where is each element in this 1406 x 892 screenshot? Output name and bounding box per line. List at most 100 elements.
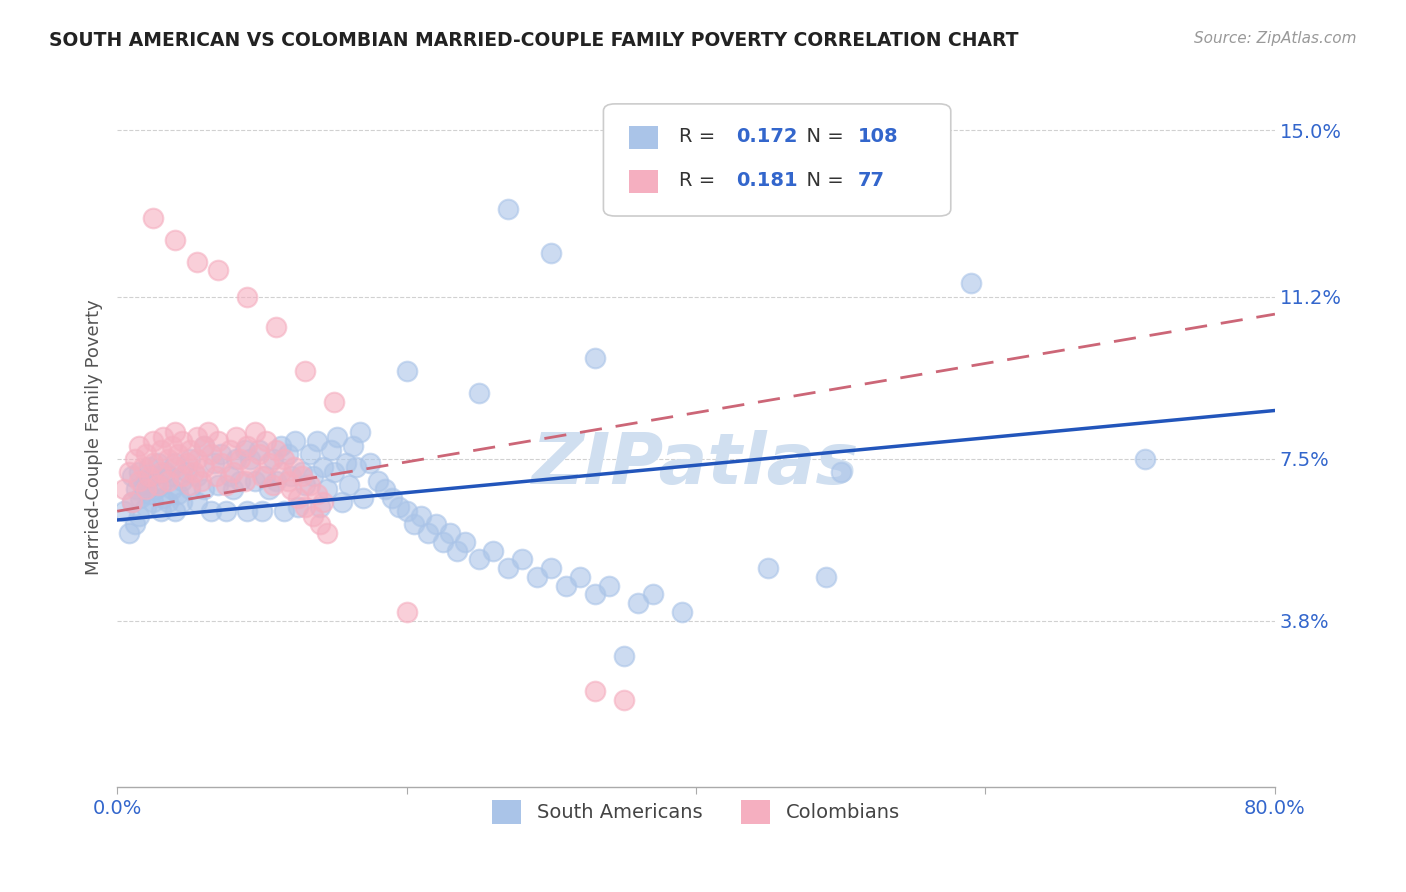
- Point: [128, 465, 150, 479]
- Text: 0.181: 0.181: [737, 171, 799, 191]
- Point: [138, 469, 160, 483]
- Point: [277, 447, 299, 461]
- Point: [342, 438, 364, 452]
- Point: [179, 483, 201, 497]
- Point: [287, 500, 309, 514]
- Point: [270, 438, 292, 452]
- Point: [598, 579, 620, 593]
- Point: [222, 465, 245, 479]
- Point: [641, 587, 664, 601]
- Point: [316, 483, 339, 497]
- Point: [149, 478, 172, 492]
- Point: [118, 465, 141, 479]
- Point: [270, 465, 292, 479]
- Point: [135, 500, 157, 514]
- Point: [284, 434, 307, 449]
- Point: [225, 430, 247, 444]
- Point: [301, 469, 323, 483]
- Point: [229, 451, 252, 466]
- Point: [179, 442, 201, 457]
- Point: [298, 447, 321, 461]
- Point: [266, 442, 288, 457]
- Point: [257, 456, 280, 470]
- Point: [758, 561, 780, 575]
- FancyBboxPatch shape: [628, 170, 658, 193]
- Point: [482, 543, 505, 558]
- Point: [186, 254, 208, 268]
- Point: [253, 469, 276, 483]
- Point: [179, 478, 201, 492]
- Point: [128, 508, 150, 523]
- Point: [446, 543, 468, 558]
- Point: [176, 456, 198, 470]
- Point: [200, 447, 222, 461]
- Point: [167, 447, 190, 461]
- Point: [247, 442, 270, 457]
- Point: [526, 570, 548, 584]
- Point: [388, 500, 411, 514]
- Point: [273, 504, 295, 518]
- Point: [301, 508, 323, 523]
- Point: [121, 495, 143, 509]
- Text: R =: R =: [679, 171, 721, 191]
- Point: [960, 277, 983, 291]
- Point: [321, 442, 343, 457]
- Point: [112, 504, 135, 518]
- Point: [152, 430, 174, 444]
- Point: [146, 478, 169, 492]
- Point: [496, 202, 519, 216]
- Point: [583, 683, 606, 698]
- Point: [627, 596, 650, 610]
- Point: [236, 438, 259, 452]
- Point: [165, 504, 187, 518]
- Point: [146, 456, 169, 470]
- Point: [172, 474, 194, 488]
- Point: [349, 425, 371, 440]
- Point: [149, 504, 172, 518]
- Point: [540, 561, 562, 575]
- Point: [186, 495, 208, 509]
- Point: [215, 478, 238, 492]
- Point: [229, 474, 252, 488]
- Point: [200, 504, 222, 518]
- Point: [569, 570, 592, 584]
- Point: [121, 469, 143, 483]
- Point: [254, 434, 277, 449]
- Point: [179, 451, 201, 466]
- Y-axis label: Married-Couple Family Poverty: Married-Couple Family Poverty: [86, 299, 103, 574]
- Point: [135, 474, 157, 488]
- Text: N =: N =: [794, 128, 851, 146]
- Point: [236, 290, 259, 304]
- Point: [197, 425, 219, 440]
- Point: [326, 430, 349, 444]
- Point: [305, 486, 328, 500]
- Point: [291, 465, 314, 479]
- Point: [167, 486, 190, 500]
- Point: [468, 552, 491, 566]
- Point: [207, 263, 229, 277]
- Point: [204, 469, 226, 483]
- Point: [233, 442, 256, 457]
- Point: [160, 483, 183, 497]
- Point: [250, 469, 273, 483]
- Point: [172, 469, 194, 483]
- Point: [815, 570, 838, 584]
- Point: [323, 465, 346, 479]
- Text: 0.172: 0.172: [737, 128, 799, 146]
- Point: [280, 483, 302, 497]
- Point: [209, 456, 232, 470]
- FancyBboxPatch shape: [603, 103, 950, 216]
- Point: [112, 483, 135, 497]
- Point: [157, 469, 180, 483]
- Point: [172, 495, 194, 509]
- Point: [294, 478, 316, 492]
- Point: [409, 508, 432, 523]
- Point: [344, 460, 367, 475]
- Point: [142, 456, 165, 470]
- Text: ZIPatlas: ZIPatlas: [533, 430, 859, 500]
- Point: [298, 478, 321, 492]
- Point: [145, 483, 167, 497]
- Point: [583, 351, 606, 365]
- Point: [257, 483, 280, 497]
- Point: [193, 438, 215, 452]
